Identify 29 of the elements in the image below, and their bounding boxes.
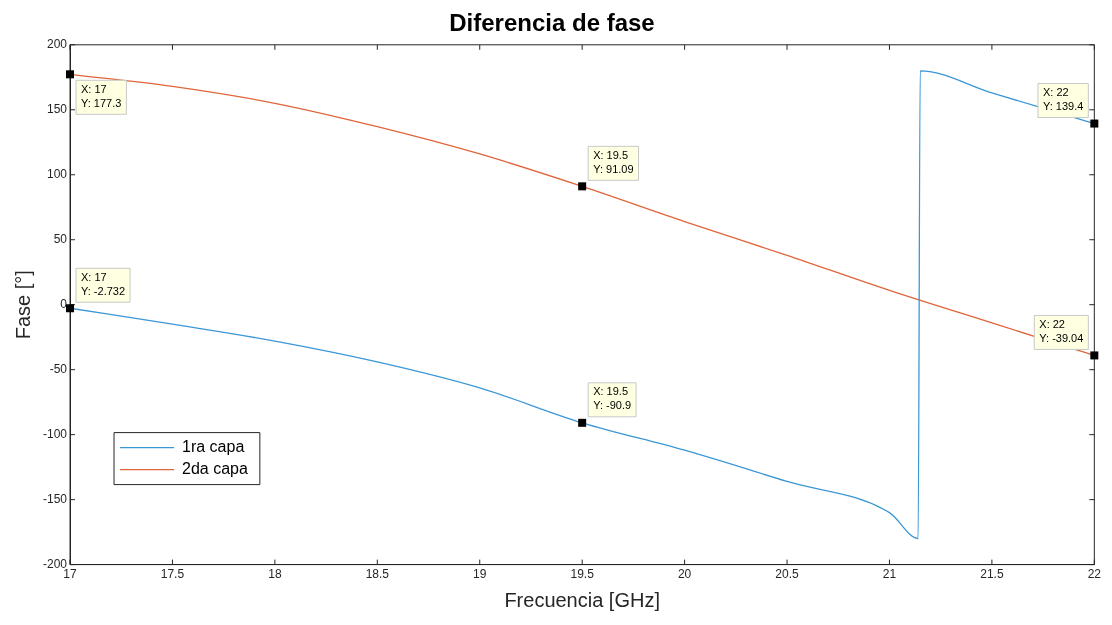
annotation: X: 17 Y: -2.732 (81, 270, 126, 297)
annotation: X: 17 Y: 177.3 (81, 82, 122, 109)
y-tick-label: 50 (53, 232, 68, 247)
x-tick-label: 19.5 (570, 567, 595, 582)
x-tick-label: 21 (882, 567, 897, 582)
annotation: X: 19.5 Y: 91.09 (593, 148, 634, 175)
x-axis-title: Frecuencia [GHz] (504, 588, 660, 611)
x-tick-label: 19 (473, 567, 487, 582)
chart-title: Diferencia de fase (449, 9, 655, 37)
y-tick-label: 100 (46, 167, 68, 182)
x-tick-label: 18.5 (365, 567, 390, 582)
annotation: X: 19.5 Y: -90.9 (593, 385, 632, 412)
legend-label: 1ra capa (182, 438, 245, 456)
annotation: X: 22 Y: 139.4 (1042, 86, 1084, 113)
x-tick-label: 20 (677, 567, 692, 582)
y-tick-label: -100 (42, 426, 68, 441)
y-axis-title: Fase [°] (11, 270, 34, 340)
y-tick-label: 150 (46, 102, 68, 117)
x-tick-label: 17.5 (160, 567, 185, 582)
x-tick-label: 21.5 (980, 567, 1004, 582)
annotation: X: 22 Y: -39.04 (1039, 317, 1084, 344)
y-tick-label: 200 (46, 37, 68, 52)
x-tick-label: 20.5 (775, 567, 800, 582)
x-tick-label: 22 (1087, 567, 1102, 582)
y-tick-label: -150 (42, 491, 68, 506)
y-tick-label: -50 (49, 361, 68, 376)
legend-label: 2da capa (182, 460, 248, 478)
x-tick-label: 18 (268, 567, 282, 582)
y-tick-label: 0 (60, 297, 68, 312)
